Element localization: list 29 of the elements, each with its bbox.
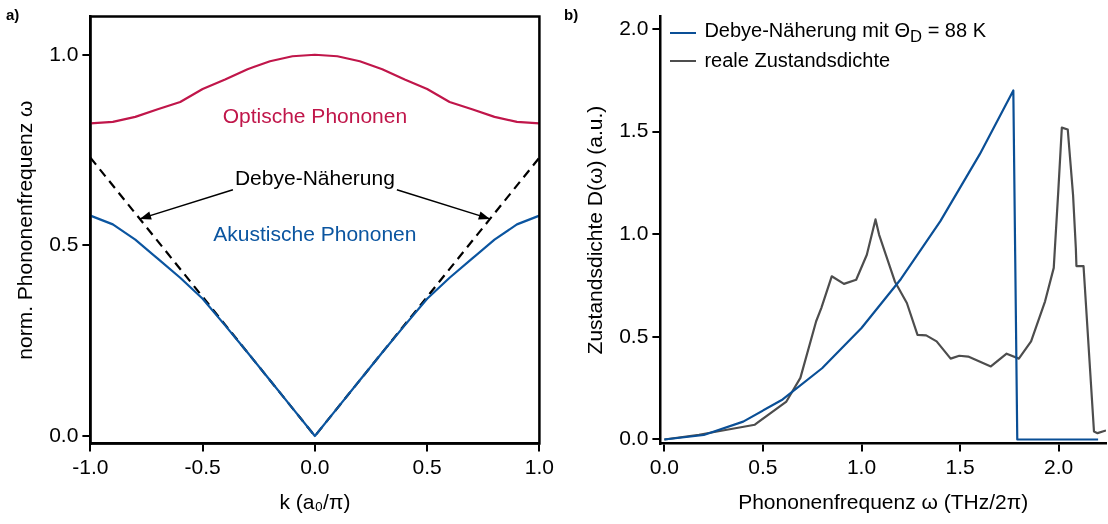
text: Akustische Phononen — [213, 222, 417, 246]
series-label: Optische Phononen — [222, 104, 408, 128]
x-tick-label: 1.5 — [945, 455, 975, 478]
y-tick-label: 0.5 — [619, 323, 649, 347]
x-tick-label: 0.5 — [748, 455, 778, 478]
x-axis-title: Phononenfrequenz ω (THz/2π) — [738, 490, 1029, 514]
y-tick-label: 0.0 — [49, 422, 79, 446]
y-tick-label: 1.0 — [619, 221, 649, 244]
x-tick-label: 1.0 — [524, 455, 555, 478]
x-tick-label: 0.0 — [300, 455, 330, 478]
y-axis-title: norm. Phononenfrequenz ω — [13, 100, 37, 360]
x-axis-title: k (a₀/π) — [279, 490, 351, 514]
x-tick-label: 2.0 — [1044, 455, 1074, 478]
x-tick-label: 0.5 — [412, 455, 442, 478]
y-tick-label: 1.0 — [49, 41, 79, 65]
y-tick-label: 0.0 — [619, 426, 649, 450]
legend-label: Debye-Näherung mit Θ$_{D}$ = 88 K — [704, 18, 987, 47]
y-axis-title: Zustandsdichte D(ω) (a.u.) — [583, 105, 607, 355]
y-tick-label: 0.5 — [49, 232, 79, 256]
x-tick-label: -1.0 — [72, 455, 109, 478]
y-tick-label: 2.0 — [619, 15, 649, 39]
legend-label: reale Zustandsdichte — [704, 49, 891, 73]
chart-title: b) — [564, 5, 579, 23]
chart-title: a) — [6, 5, 20, 23]
x-tick-label: 0.0 — [649, 455, 679, 478]
x-tick-label: 1.0 — [846, 455, 877, 478]
x-tick-label: -0.5 — [184, 455, 221, 478]
y-tick-label: 1.5 — [619, 118, 649, 142]
text: Debye-Näherung — [234, 166, 395, 190]
